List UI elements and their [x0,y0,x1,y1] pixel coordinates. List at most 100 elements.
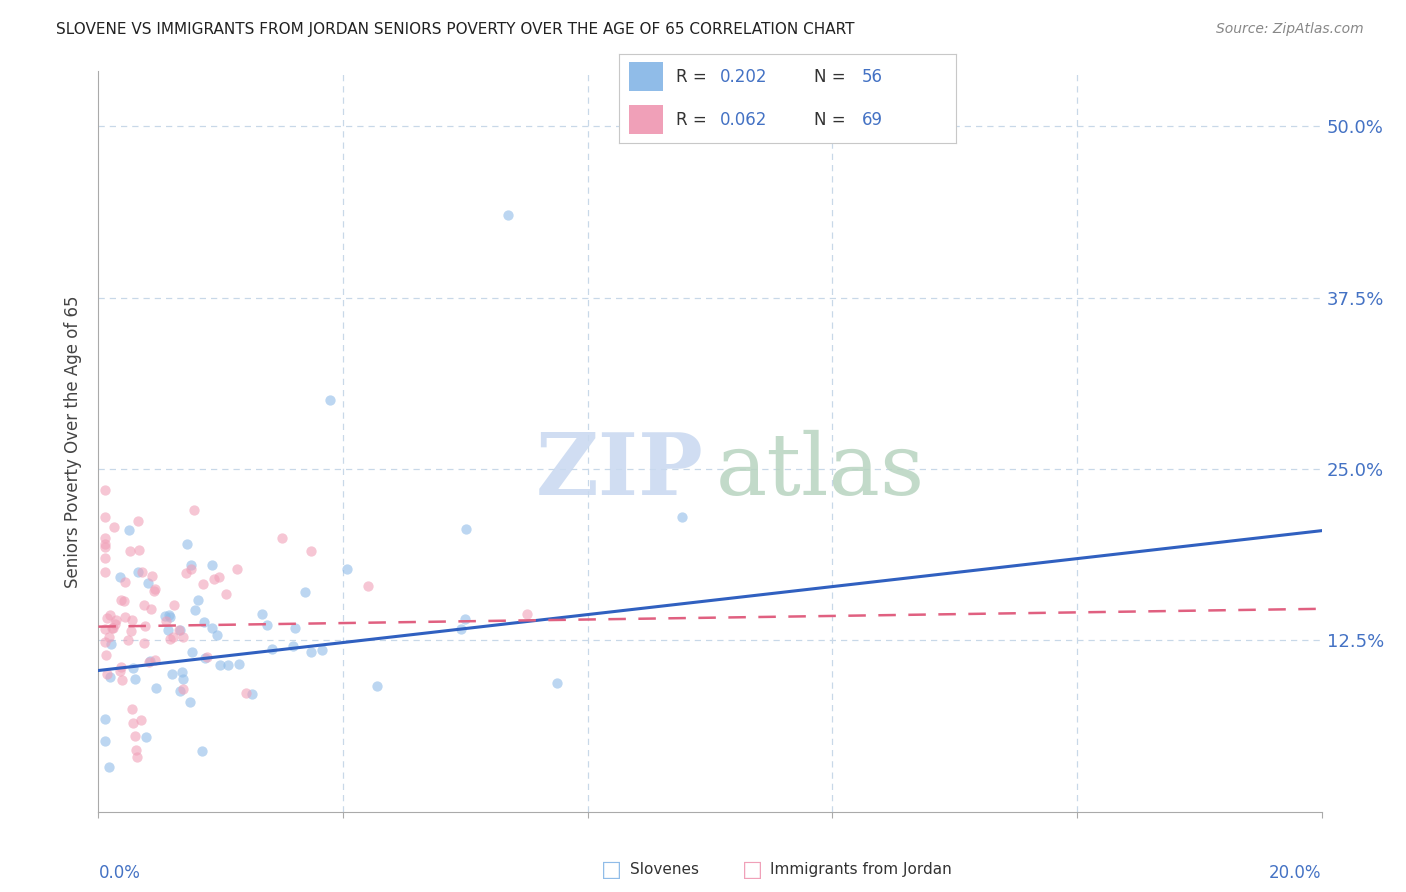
Point [122,661,145,675]
Text: 56: 56 [862,68,883,86]
Point [172,672,194,686]
Point [208,657,231,672]
Point [190,744,212,758]
Point [226,562,249,576]
Point [125,743,148,757]
Point [172,630,194,644]
Point [134,619,156,633]
Text: R =: R = [676,111,711,128]
Point [127,514,149,528]
Point [450,622,472,636]
Point [172,665,194,679]
Point [180,558,202,573]
Point [121,613,143,627]
Point [201,558,224,572]
Point [114,594,136,608]
Point [159,609,181,624]
Point [172,682,194,697]
Point [93,551,115,566]
Point [97,760,120,774]
Point [179,695,201,709]
Point [299,645,322,659]
Point [118,523,141,537]
Point [163,598,186,612]
Text: Slovenes: Slovenes [630,863,699,877]
Point [183,503,205,517]
Point [281,639,304,653]
Text: □: □ [602,860,621,880]
Point [145,681,167,696]
Point [110,592,132,607]
Point [357,579,380,593]
Point [174,566,197,580]
Text: 69: 69 [862,111,883,128]
Point [121,715,143,730]
Point [160,667,183,681]
Point [546,676,568,690]
Text: R =: R = [676,68,711,86]
Point [153,609,176,624]
Text: ZIP: ZIP [536,429,704,513]
Point [120,624,142,639]
Point [240,687,263,701]
Text: SLOVENE VS IMMIGRANTS FROM JORDAN SENIORS POVERTY OVER THE AGE OF 65 CORRELATION: SLOVENE VS IMMIGRANTS FROM JORDAN SENIOR… [56,22,855,37]
Text: 20.0%: 20.0% [1270,863,1322,881]
Point [98,607,121,622]
Text: N =: N = [814,111,851,128]
Point [103,520,125,534]
Y-axis label: Seniors Poverty Over the Age of 65: Seniors Poverty Over the Age of 65 [65,295,83,588]
Point [169,624,191,638]
Point [124,672,146,686]
Bar [628,105,662,134]
Point [93,565,115,579]
Point [194,650,217,665]
Point [169,683,191,698]
Point [184,603,207,617]
Point [96,611,118,625]
Point [94,648,117,662]
Point [157,608,180,623]
Point [114,609,136,624]
Point [215,587,238,601]
Point [98,670,121,684]
Point [96,667,118,681]
Point [270,531,292,545]
Point [336,562,359,576]
Point [136,575,159,590]
Point [256,618,278,632]
Point [134,598,156,612]
Point [143,653,166,667]
Point [121,702,143,716]
Point [671,510,693,524]
Point [176,537,198,551]
Point [111,673,134,688]
Point [93,712,115,726]
Point [128,542,150,557]
Point [180,562,202,576]
Point [110,660,132,674]
Point [132,636,155,650]
Point [142,584,165,599]
Point [104,613,127,627]
Point [454,522,477,536]
Point [284,621,307,635]
Text: 0.062: 0.062 [720,111,768,128]
Text: □: □ [742,860,762,880]
Point [496,208,519,222]
Point [93,537,115,551]
Point [366,679,388,693]
Point [311,643,333,657]
Text: N =: N = [814,68,851,86]
Point [193,615,215,629]
Point [193,577,215,591]
Point [250,607,273,621]
Point [131,713,153,727]
Point [124,729,146,743]
Point [143,582,166,596]
Point [157,624,180,638]
Point [294,584,316,599]
Point [319,393,342,408]
Text: Source: ZipAtlas.com: Source: ZipAtlas.com [1216,22,1364,37]
Point [195,650,218,665]
Point [235,686,257,700]
